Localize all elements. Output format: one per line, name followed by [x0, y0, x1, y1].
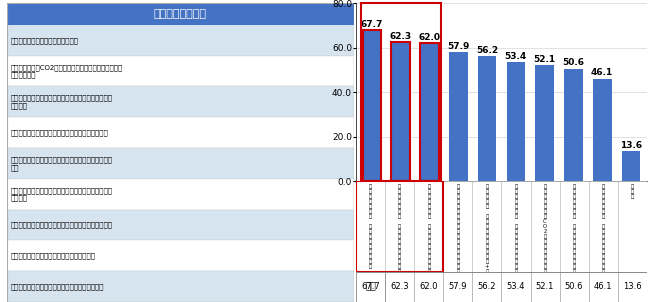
Text: 62.0: 62.0	[420, 282, 438, 291]
Bar	[593, 79, 612, 181]
Text: 53.4: 53.4	[507, 282, 525, 291]
Text: 【
修
繕
の
工
夫
】

食
器
や
花
瓶
が
壊
れ
た
時
の
オ
シ
ャ
レ
な: 【 修 繕 の 工 夫 】 食 器 や 花 瓶 が 壊 れ た 時 の オ シ …	[573, 184, 576, 302]
Text: 【材料の工夫】廃材・未利用魚を活用したアイディア
商品紹介: 【材料の工夫】廃材・未利用魚を活用したアイディア 商品紹介	[11, 95, 113, 109]
Text: 【
生
産
の
工
夫
】
C
O
2
排
出
量
の
少
な
い
エ
コ
な: 【 生 産 の 工 夫 】 C O 2 排 出 量 の 少 な い エ コ な	[543, 184, 547, 284]
Text: 56.2: 56.2	[476, 46, 498, 55]
Bar	[6, 86, 354, 117]
Text: 62.3: 62.3	[390, 32, 412, 41]
Text: 【輸送の工夫】地産地消の商品紹介: 【輸送の工夫】地産地消の商品紹介	[11, 37, 79, 43]
Text: 56.2: 56.2	[478, 282, 496, 291]
Bar	[6, 3, 354, 25]
Bar	[449, 52, 467, 181]
Bar	[363, 31, 382, 181]
Bar	[6, 240, 354, 271]
Text: 52.1: 52.1	[536, 282, 554, 291]
Text: 【生産の工夫】CO2排出量の少ないエコなファッション
アイテム紹介: 【生産の工夫】CO2排出量の少ないエコなファッション アイテム紹介	[11, 64, 123, 78]
Text: 46.1: 46.1	[591, 68, 614, 77]
Text: 57.9: 57.9	[448, 282, 467, 291]
Bar	[478, 56, 497, 181]
Text: 80.0%: 80.0%	[356, 0, 380, 2]
Bar	[356, 181, 443, 272]
Text: 【中古の工夫】アンティークの楽しみ方紹介: 【中古の工夫】アンティークの楽しみ方紹介	[11, 252, 96, 259]
Text: 57.9: 57.9	[447, 42, 469, 51]
Bar	[536, 65, 554, 181]
Text: 【
食
事
の
工
夫
】

出
荷
で
き
な
い
食
の
実
は
美
味
し
い
食
べ
方
な: 【 食 事 の 工 夫 】 出 荷 で き な い 食 の 実 は 美 味 し …	[427, 184, 430, 302]
Text: 【
改
善
の
工
夫
】

汚
れ
て
も
染
め
直
す
ア
ッ
プ
サ
イ
ク
ル: 【 改 善 の 工 夫 】 汚 れ て も 染 め 直 す ア ッ プ サ イ …	[602, 184, 604, 299]
Bar	[6, 210, 354, 240]
Text: 【食事の工夫】出荷できない魚の実は美味しい食べ方
紹介: 【食事の工夫】出荷できない魚の実は美味しい食べ方 紹介	[11, 156, 113, 171]
Text: 【使用の工夫】＋アルファのアイディア料理紹介: 【使用の工夫】＋アルファのアイディア料理紹介	[11, 283, 105, 290]
Text: 53.4: 53.4	[505, 52, 527, 61]
Text: 全体: 全体	[365, 282, 376, 291]
Text: 【改善の工夫】汚れても染め直すアップサイクル紹介: 【改善の工夫】汚れても染め直すアップサイクル紹介	[11, 222, 113, 228]
Bar	[506, 62, 525, 181]
Text: 【
の
工
夫
】

使
用
の
ア
イ
デ
ィ
ア
料
理
+
ア
ル
フ
ァ: 【 の 工 夫 】 使 用 の ア イ デ ィ ア 料 理 + ア ル フ ァ	[485, 184, 489, 289]
Text: 表示したテーマ例: 表示したテーマ例	[154, 9, 207, 19]
Bar	[6, 179, 354, 210]
Bar	[621, 151, 640, 181]
Text: 50.6: 50.6	[562, 58, 584, 67]
Text: 【
輸
送
の
工
夫
】

地
産
地
消
の
商
品
紹
介: 【 輸 送 の 工 夫 】 地 産 地 消 の 商 品 紹 介	[369, 184, 372, 269]
Text: 無
回
答: 無 回 答	[630, 184, 634, 199]
Bar	[361, 3, 441, 181]
Bar	[6, 56, 354, 86]
Bar	[6, 148, 354, 179]
Text: 62.3: 62.3	[391, 282, 409, 291]
Bar	[6, 25, 354, 56]
Bar	[564, 69, 583, 181]
Text: 【
消
費
の
工
夫
】

よ
り
直
す
サ
ー
ビ
ス
紹
介
や
売: 【 消 費 の 工 夫 】 よ り 直 す サ ー ビ ス 紹 介 や 売	[398, 184, 401, 284]
Text: 62.0: 62.0	[419, 33, 441, 42]
Text: 46.1: 46.1	[594, 282, 612, 291]
Text: 67.7: 67.7	[361, 20, 384, 29]
Text: 【修繕の工夫】食器や花瓶が壊れた時のオシャレな直
し方紹介: 【修繕の工夫】食器や花瓶が壊れた時のオシャレな直 し方紹介	[11, 187, 113, 201]
Text: 13.6: 13.6	[623, 282, 642, 291]
Text: 52.1: 52.1	[534, 55, 556, 64]
Bar	[6, 117, 354, 148]
Bar	[391, 43, 410, 181]
Text: 【
商
品
材
料
】
廃
材
・
未
利
用
魚
を
活
用
し
た
ア
イ
デ
ィ
ア: 【 商 品 材 料 】 廃 材 ・ 未 利 用 魚 を 活 用 し た ア イ …	[456, 184, 460, 299]
Text: 67.7: 67.7	[361, 282, 380, 291]
Text: 50.6: 50.6	[565, 282, 583, 291]
Bar	[6, 271, 354, 302]
Text: 【消費の工夫】捨てるや売るより直すサービス紹介: 【消費の工夫】捨てるや売るより直すサービス紹介	[11, 129, 109, 136]
Text: 【
中
古
の
工
夫
】

ア
ン
テ
ィ
ー
ク
の
楽
し
み
方
紹
介: 【 中 古 の 工 夫 】 ア ン テ ィ ー ク の 楽 し み 方 紹 介	[514, 184, 517, 289]
Text: 13.6: 13.6	[620, 140, 642, 149]
Bar	[420, 43, 439, 181]
